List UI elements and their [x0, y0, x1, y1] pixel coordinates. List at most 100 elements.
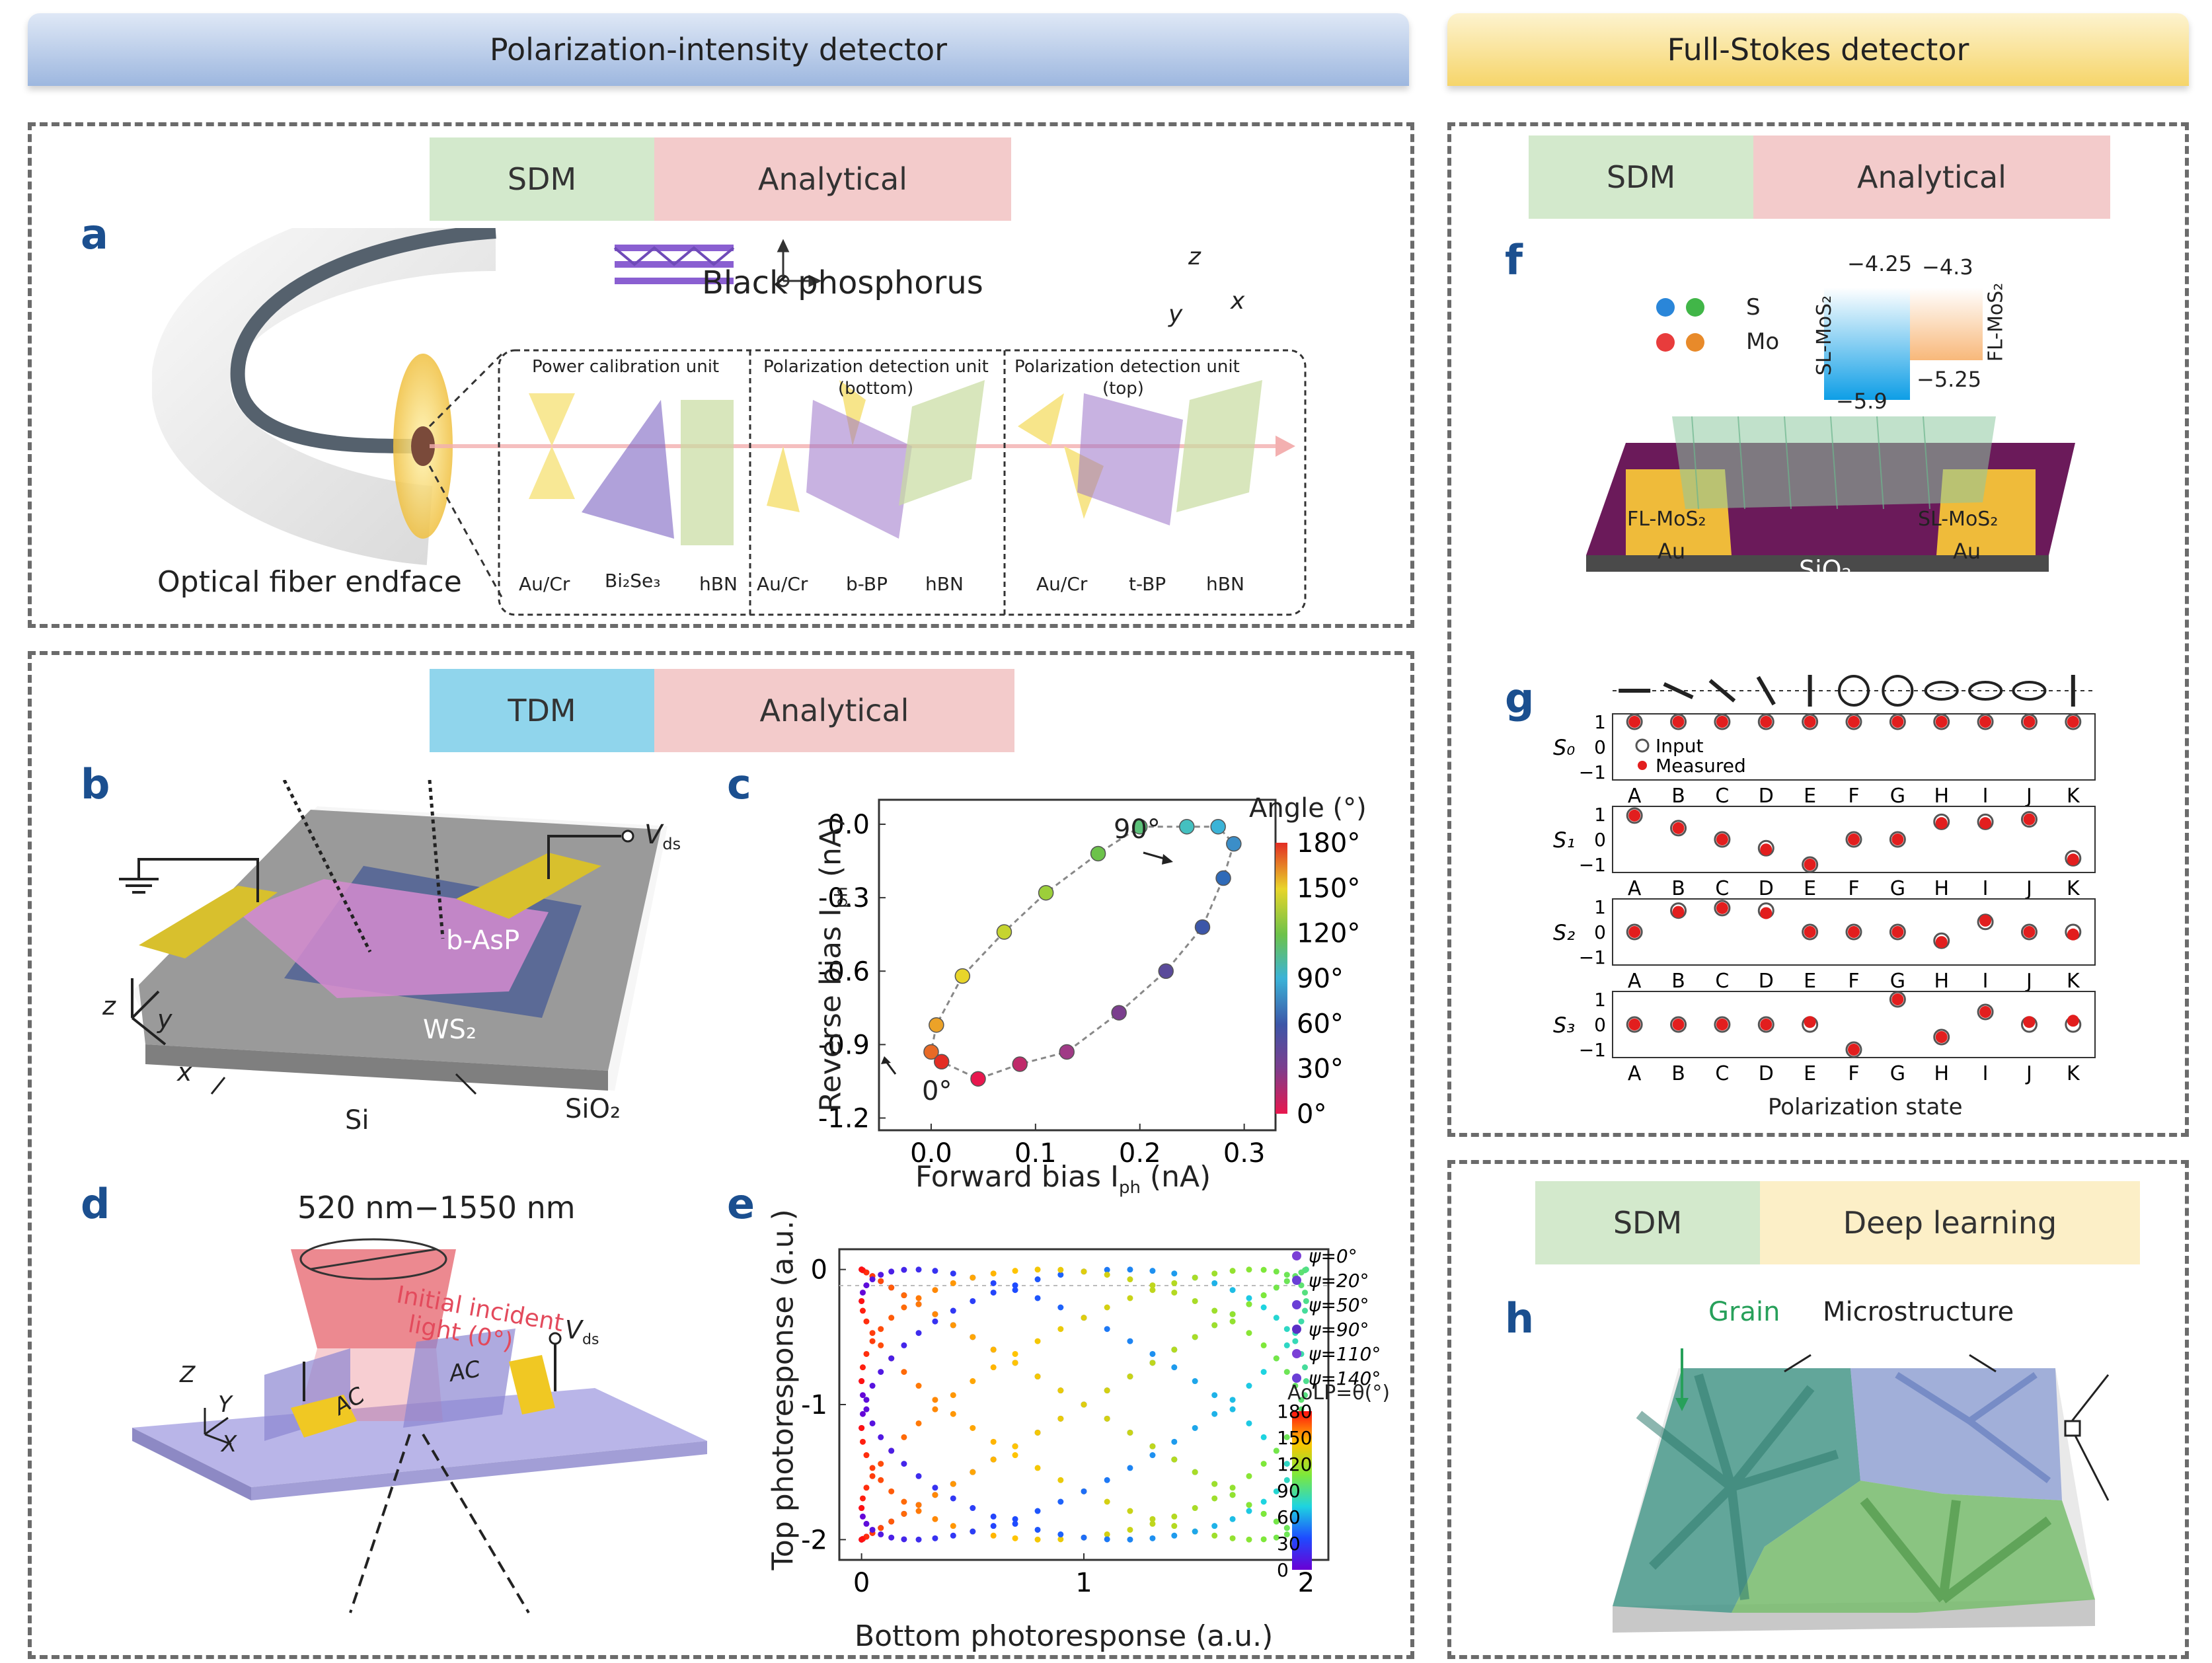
chart-e-cbar-title: AoLP=θ(°) [1287, 1381, 1391, 1405]
chart-e-point [1298, 1406, 1305, 1412]
chart-e-point [950, 1495, 956, 1502]
chart-c-ytick-label: -0.6 [818, 956, 870, 987]
grain-label: Grain [1708, 1297, 1780, 1327]
chart-e-point [878, 1369, 884, 1375]
frame-h [1447, 1160, 2189, 1659]
chart-e-point [869, 1420, 876, 1426]
chart-e-point [1283, 1342, 1290, 1348]
chart-e-point [950, 1280, 956, 1286]
chart-e-point [1149, 1535, 1156, 1541]
chart-e-point [990, 1513, 997, 1520]
chart-c-point [1111, 1005, 1127, 1021]
chart-e-point [878, 1461, 884, 1467]
chart-g-xtick-label: B [1671, 1062, 1685, 1085]
si-label-f: Si [1814, 588, 1837, 617]
chart-e-point [1211, 1322, 1218, 1329]
axis-b-x: x [177, 1058, 192, 1087]
chart-c-point [1215, 870, 1231, 886]
tag-b-0: TDM [430, 669, 654, 752]
chart-g-xtick-label: J [2025, 785, 2032, 808]
chart-g-ytick-label: 1 [1594, 711, 1606, 733]
chart-e-point [878, 1272, 884, 1278]
chart-c-point [1090, 845, 1106, 862]
substrate-d [132, 1388, 707, 1487]
tagbar-h: SDM Deep learning [1535, 1181, 2140, 1264]
chart-e-point [1149, 1516, 1156, 1522]
chart-g-xtick-label: G [1890, 785, 1905, 808]
chart-e-point [901, 1510, 907, 1517]
chart-g-ytick-label: −1 [1579, 761, 1606, 783]
chart-e-point [901, 1342, 907, 1348]
chart-e-point [1211, 1481, 1218, 1487]
mo-atom-orange [1686, 333, 1704, 352]
chart-e-point [990, 1456, 997, 1463]
panel-label-c: c [727, 760, 751, 808]
chart-e-point [932, 1485, 938, 1491]
chart-g-input-point [1977, 913, 1994, 931]
chart-g-measured-point [1760, 716, 1773, 728]
chart-e-point [1057, 1266, 1064, 1273]
chart-e-point [1012, 1350, 1018, 1357]
chart-g-ytick-label: 0 [1594, 736, 1606, 758]
black-phosphorus-label: Black phosphorus [702, 264, 983, 301]
chart-e-point [1057, 1415, 1064, 1422]
chart-e-point [932, 1318, 938, 1325]
chart-e-point [1229, 1516, 1236, 1522]
sl-mos2-device-label: SL-MoS₂ [1918, 508, 1999, 531]
chart-e-point [970, 1274, 976, 1281]
panel-c-chart: 0.0 0.1 0.2 0.3 0.0 -0.3 -0.6 -0.9 -1.2 180° 150… [818, 798, 1360, 1169]
chart-e-point [1149, 1443, 1156, 1450]
chart-e-point [970, 1505, 976, 1512]
electrode-d-left [291, 1395, 357, 1438]
chart-e-point [1012, 1452, 1018, 1459]
chart-c-colorbar-tick: 120° [1297, 919, 1360, 949]
chart-c-colorbar-tick: 90° [1297, 964, 1344, 994]
s-atom-label: S [1746, 294, 1761, 321]
chart-g-row-label: S₂ [1553, 920, 1575, 945]
chart-g-xtick-label: A [1628, 785, 1642, 808]
chart-e-point [1246, 1536, 1252, 1543]
chart-g-xtick-label: K [2067, 785, 2080, 808]
header-right-title: Full-Stokes detector [1667, 32, 1969, 67]
chart-e-point [1229, 1268, 1236, 1274]
chart-g-input-point [1802, 856, 1819, 873]
chart-e-point [1034, 1508, 1041, 1514]
chart-g-xtick-label: B [1671, 785, 1685, 808]
chart-e-point [932, 1516, 938, 1522]
chart-g-xtick-label: E [1804, 877, 1816, 900]
chart-e-point [990, 1290, 997, 1296]
chart-e-point [1260, 1510, 1267, 1517]
chart-g-xtick-label: D [1759, 785, 1774, 808]
chart-e-point [932, 1268, 938, 1274]
chart-g-glyph [1708, 679, 1736, 703]
panel-label-a: a [81, 210, 108, 258]
chart-e-point [1229, 1535, 1236, 1541]
unit-3-title: Polarization detection unit [1014, 357, 1240, 377]
chart-e-point [970, 1297, 976, 1304]
chart-e-point [1171, 1290, 1178, 1296]
chart-g-input-point [1845, 1041, 1862, 1058]
chart-e-point [1104, 1304, 1110, 1311]
chart-e-point [1298, 1282, 1305, 1289]
chart-e-point [1273, 1488, 1279, 1494]
chart-g-input-point [1933, 813, 1950, 830]
sl-scale-bar [1824, 288, 1910, 400]
wavelength-label: 520 nm−1550 nm [297, 1190, 576, 1225]
chart-g-input-point [1933, 713, 1950, 730]
chart-g-xtick-label: B [1671, 970, 1685, 993]
unit-2-label-hbn: hBN [925, 573, 964, 595]
chart-g-measured-point [1848, 1044, 1860, 1056]
chart-e-point [970, 1424, 976, 1431]
chart-e-point [1012, 1287, 1018, 1294]
chart-g-measured-point [1716, 716, 1728, 728]
panel-e-chart: 0 1 2 0 -1 -2 180 150 120 90 60 30 0 ψ=0° ψ=20°ψ=50… [801, 1245, 1381, 1598]
chart-e-colorbar [1292, 1411, 1312, 1570]
chart-g-glyph [2012, 681, 2047, 701]
chart-g-measured-point [1628, 1019, 1641, 1030]
chart-e-colorbar-tick: 120 [1277, 1453, 1312, 1475]
chart-c-ytick-label: -1.2 [818, 1103, 870, 1134]
scale-fl-top: −4.3 [1922, 254, 1973, 280]
chart-g-measured-point [1760, 843, 1773, 856]
chart-g-measured-point [2067, 716, 2079, 728]
chart-e-point [1273, 1518, 1279, 1525]
